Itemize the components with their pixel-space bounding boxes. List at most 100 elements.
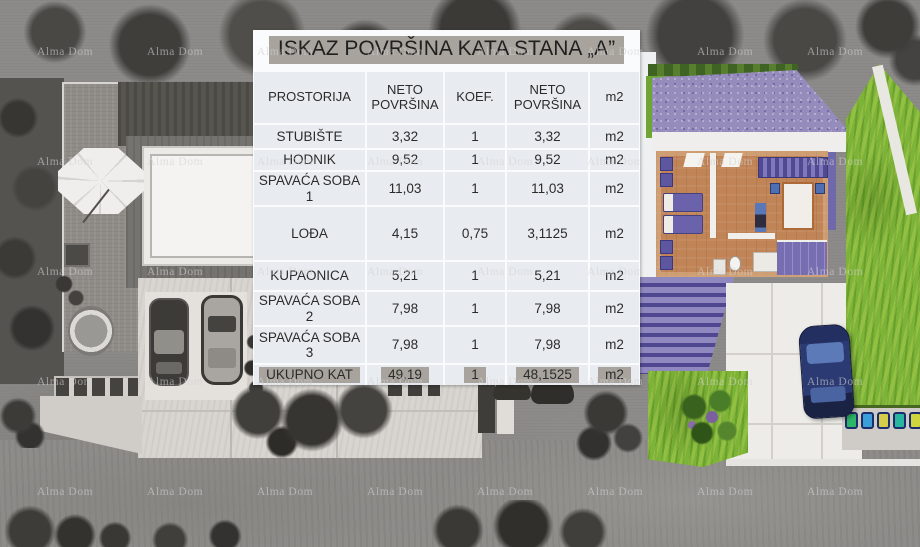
interior-wall xyxy=(710,153,716,238)
skylight xyxy=(721,153,743,167)
cell-koef: 1 xyxy=(445,125,505,148)
header-prostorija: PROSTORIJA xyxy=(254,72,365,123)
curb xyxy=(726,459,920,466)
cell-neto2: 9,52 xyxy=(507,150,588,170)
cell-koef: 1 xyxy=(445,262,505,290)
area-table-panel: ISKAZ POVRŠINA KATA STANA „A” PROSTORIJA… xyxy=(253,30,640,385)
cell-room: LOĐA xyxy=(254,207,365,260)
recycling-bins xyxy=(845,412,920,430)
cell-neto2: 7,98 xyxy=(507,327,588,363)
cell-koef: 0,75 xyxy=(445,207,505,260)
hot-tub xyxy=(64,243,90,267)
cell-neto1: 3,32 xyxy=(367,125,443,148)
nightstand xyxy=(770,183,780,194)
total-neto1: 49,19 xyxy=(367,365,443,385)
table-row: KUPAONICA 5,21 1 5,21 m2 xyxy=(254,262,639,290)
table-title: ISKAZ POVRŠINA KATA STANA „A” xyxy=(268,36,625,64)
round-table xyxy=(68,306,114,356)
tree xyxy=(222,380,394,462)
dark-wall xyxy=(478,385,495,433)
bin-green xyxy=(845,412,858,429)
interior-wall xyxy=(728,233,775,239)
cell-room: SPAVAĆA SOBA 2 xyxy=(254,292,365,325)
wardrobe-strip xyxy=(828,152,836,230)
shower xyxy=(753,252,778,272)
bed xyxy=(663,215,703,234)
parked-car-front-1 xyxy=(493,380,531,400)
cell-unit: m2 xyxy=(590,150,639,170)
cell-neto1: 9,52 xyxy=(367,150,443,170)
gray-bins-row-2 xyxy=(388,383,440,396)
total-neto2: 48,1525 xyxy=(507,365,588,385)
toilet xyxy=(729,256,741,271)
bin-teal xyxy=(893,412,906,429)
bin-yellow xyxy=(877,412,890,429)
cell-koef: 1 xyxy=(445,150,505,170)
cell-neto2: 11,03 xyxy=(507,172,588,205)
area-table: PROSTORIJA NETO POVRŠINA KOEF. NETO POVR… xyxy=(254,70,639,385)
bathroom-tiles xyxy=(777,240,827,275)
tree xyxy=(0,392,52,448)
table-row: LOĐA 4,15 0,75 3,1125 m2 xyxy=(254,207,639,260)
cell-unit: m2 xyxy=(590,262,639,290)
gray-bins-row xyxy=(54,376,146,403)
cell-koef: 1 xyxy=(445,327,505,363)
white-driveway xyxy=(726,283,862,463)
wardrobe xyxy=(660,240,673,254)
lawn-right xyxy=(846,64,920,408)
cell-koef: 1 xyxy=(445,172,505,205)
terrace-band xyxy=(652,132,850,152)
cell-neto2: 3,1125 xyxy=(507,207,588,260)
cell-neto1: 4,15 xyxy=(367,207,443,260)
table-row: STUBIŠTE 3,32 1 3,32 m2 xyxy=(254,125,639,148)
umbrella xyxy=(58,148,144,214)
cell-neto1: 5,21 xyxy=(367,262,443,290)
tree xyxy=(85,518,265,547)
cell-unit: m2 xyxy=(590,125,639,148)
sink xyxy=(713,259,726,275)
total-room: UKUPNO KAT xyxy=(254,365,365,385)
cell-koef: 1 xyxy=(445,292,505,325)
bed xyxy=(663,193,703,212)
table-row: HODNIK 9,52 1 9,52 m2 xyxy=(254,150,639,170)
cell-neto1: 11,03 xyxy=(367,172,443,205)
garden-bush xyxy=(672,381,744,461)
cell-room: HODNIK xyxy=(254,150,365,170)
skylight xyxy=(683,153,705,167)
header-neto-povrsina-2: NETO POVRŠINA xyxy=(507,72,588,123)
table-title-bar: ISKAZ POVRŠINA KATA STANA „A” xyxy=(253,30,640,70)
hedge-left xyxy=(0,78,64,384)
cell-neto1: 7,98 xyxy=(367,327,443,363)
cell-neto2: 3,32 xyxy=(507,125,588,148)
wardrobe xyxy=(660,256,673,270)
cell-unit: m2 xyxy=(590,327,639,363)
tree xyxy=(570,383,648,473)
table-row: SPAVAĆA SOBA 2 7,98 1 7,98 m2 xyxy=(254,292,639,325)
cell-unit: m2 xyxy=(590,207,639,260)
wardrobe xyxy=(660,173,673,187)
total-unit: m2 xyxy=(590,365,639,385)
cell-neto1: 7,98 xyxy=(367,292,443,325)
blue-car xyxy=(797,323,856,420)
staircase xyxy=(758,157,828,178)
nightstand xyxy=(815,183,825,194)
double-bed xyxy=(782,182,814,230)
gray-car-1 xyxy=(149,298,189,386)
bin-blue xyxy=(861,412,874,429)
walkway xyxy=(497,400,514,434)
table-row: SPAVAĆA SOBA 1 11,03 1 11,03 m2 xyxy=(254,172,639,205)
header-unit: m2 xyxy=(590,72,639,123)
cell-room: STUBIŠTE xyxy=(254,125,365,148)
bin-yellow-2 xyxy=(909,412,920,429)
table-row: SPAVAĆA SOBA 3 7,98 1 7,98 m2 xyxy=(254,327,639,363)
cell-neto2: 5,21 xyxy=(507,262,588,290)
total-koef: 1 xyxy=(445,365,505,385)
plants xyxy=(52,272,88,312)
cell-room: KUPAONICA xyxy=(254,262,365,290)
header-neto-povrsina: NETO POVRŠINA xyxy=(367,72,443,123)
wardrobe xyxy=(660,157,673,171)
cell-room: SPAVAĆA SOBA 3 xyxy=(254,327,365,363)
table-total-row: UKUPNO KAT 49,19 1 48,1525 m2 xyxy=(254,365,639,385)
header-koef: KOEF. xyxy=(445,72,505,123)
